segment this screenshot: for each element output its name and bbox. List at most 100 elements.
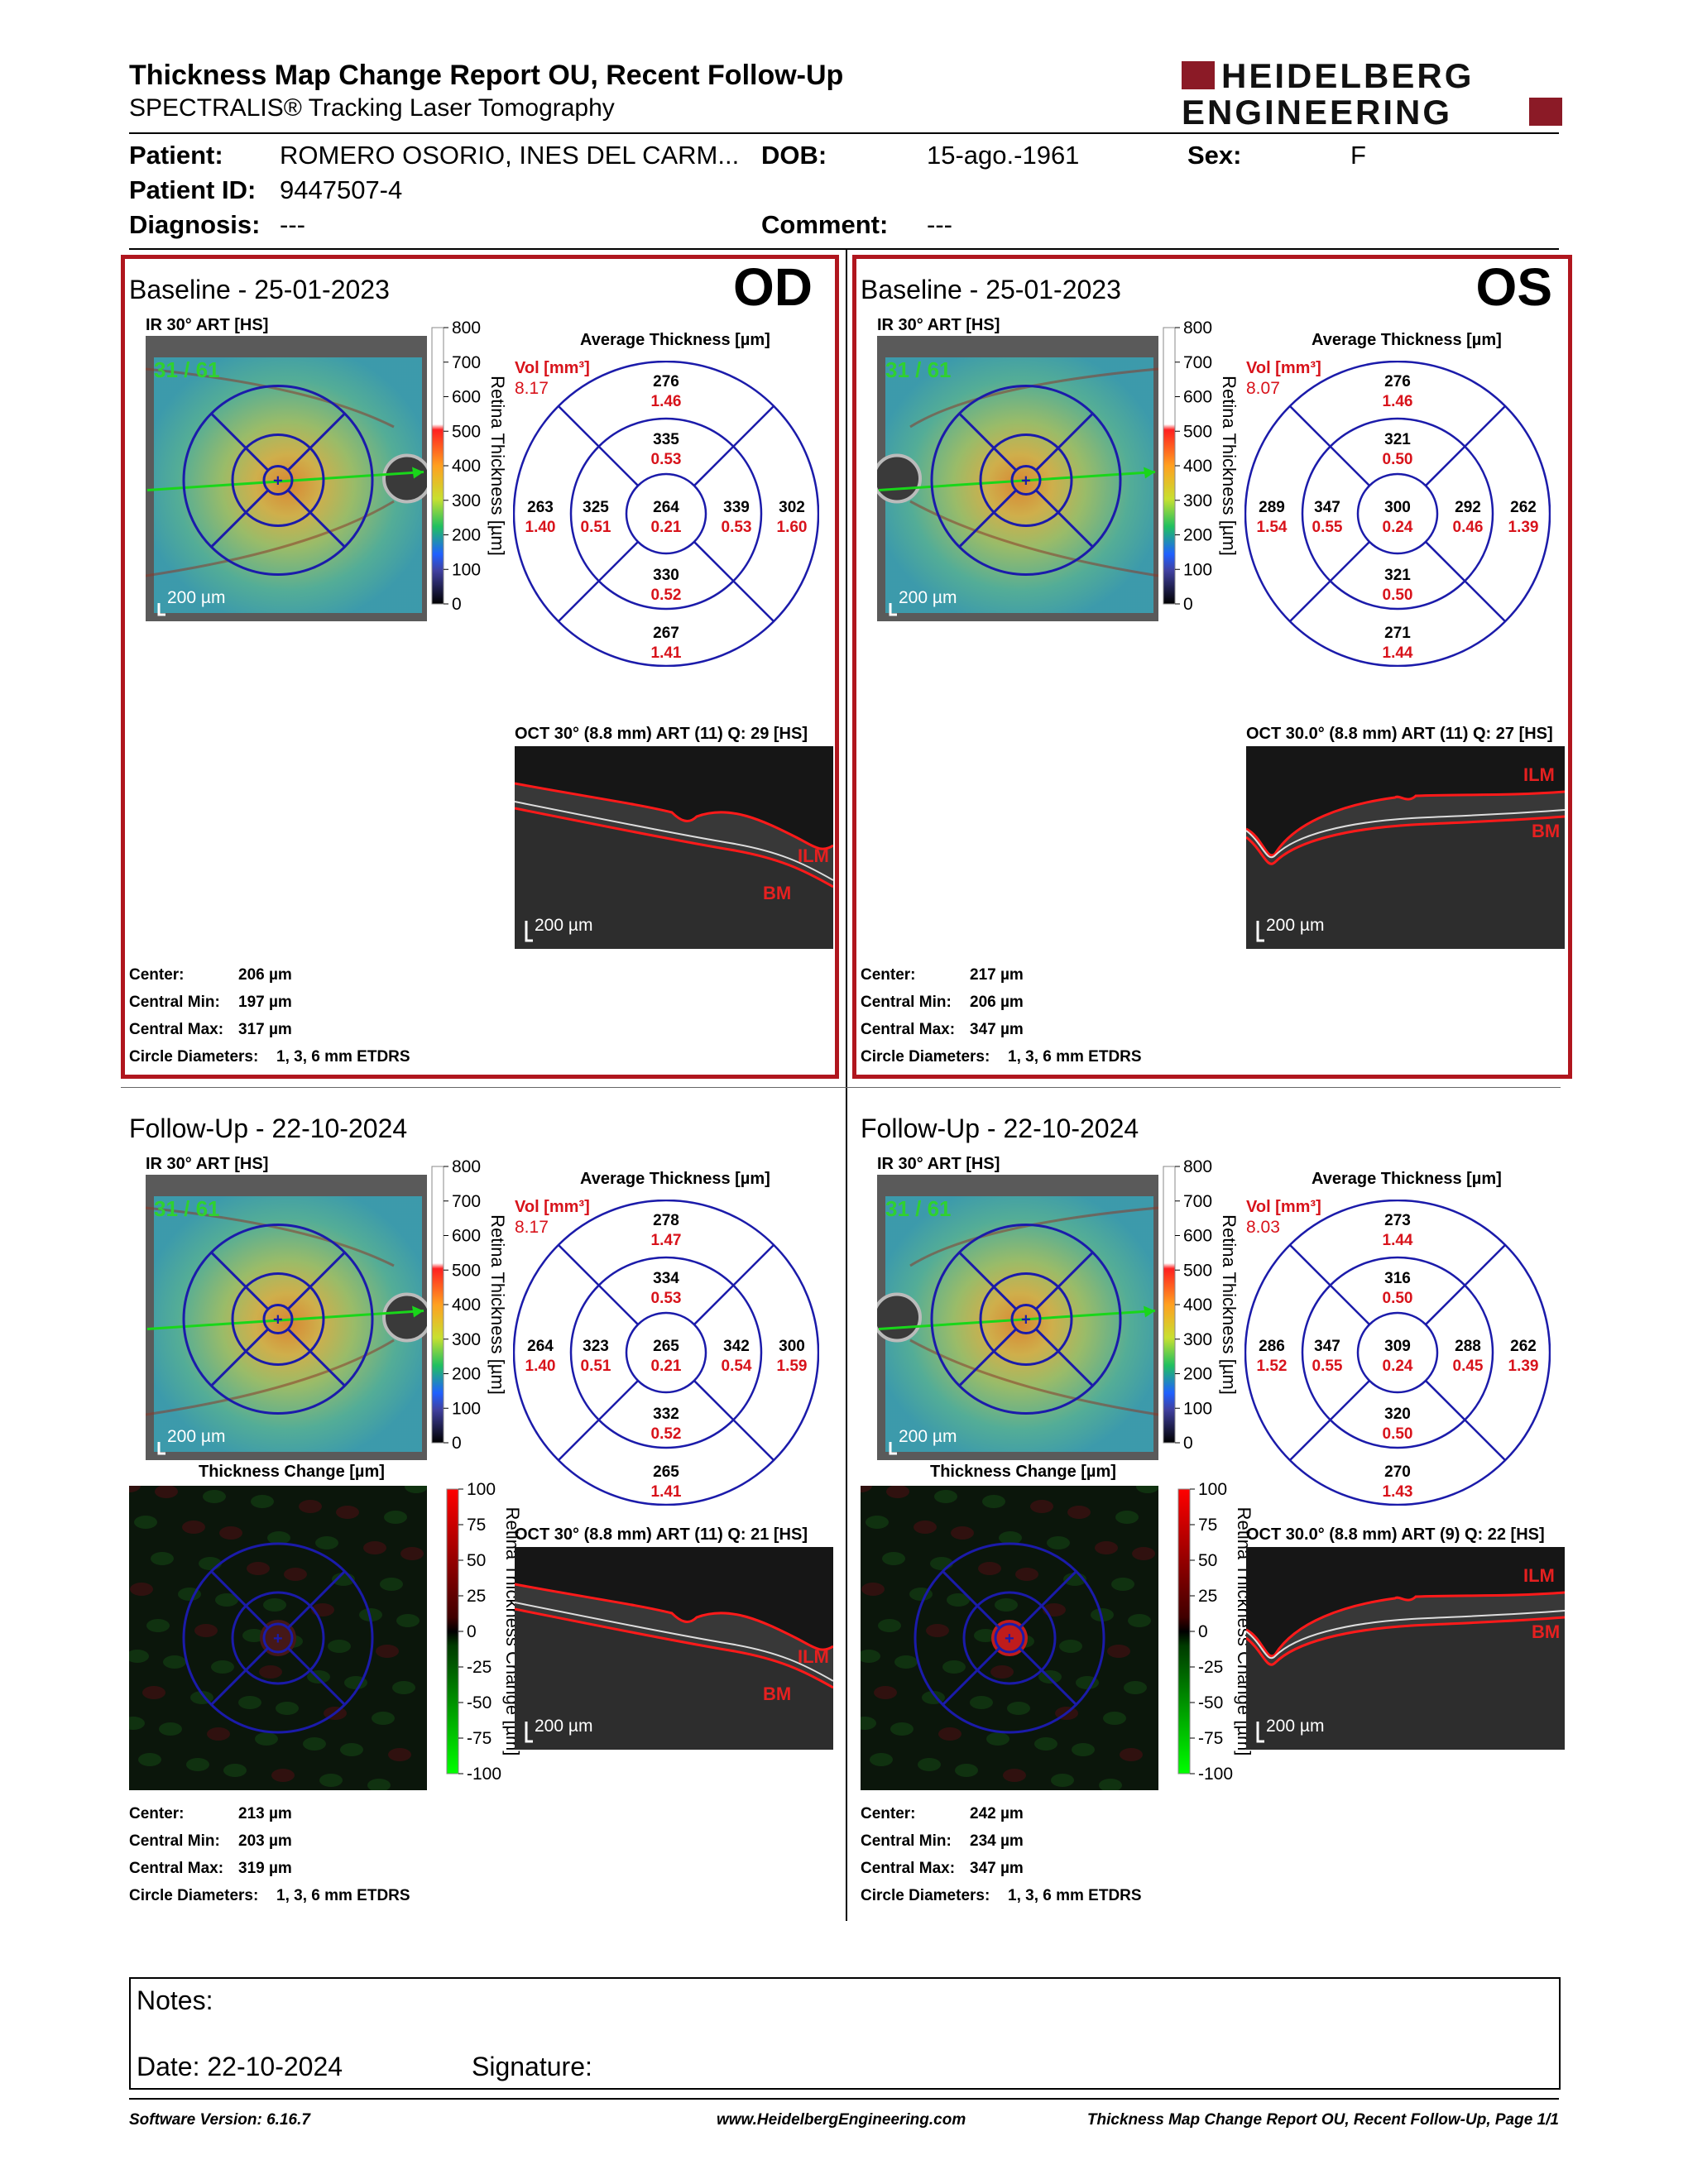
- scale-bar-label: 200 µm: [899, 1427, 957, 1446]
- central-min-value: 203 µm: [238, 1832, 292, 1850]
- od-baseline-frame: [121, 255, 839, 1079]
- vol-label: Vol [mm³]: [515, 1198, 590, 1216]
- sector-thickness: 264: [527, 1338, 554, 1355]
- scale-tick: -100: [467, 1765, 501, 1784]
- comment-label: Comment:: [761, 210, 889, 239]
- scale-tick: 800: [452, 318, 481, 338]
- sector-thickness: 321: [1384, 567, 1411, 584]
- sector-thickness: 265: [653, 1463, 679, 1481]
- sector-thickness: 273: [1384, 1212, 1411, 1229]
- sector-volume: 1.39: [1508, 1358, 1539, 1375]
- scale-tick: 300: [1183, 1330, 1212, 1349]
- bm-label: BM: [1532, 821, 1560, 841]
- sector-thickness: 342: [723, 1338, 750, 1355]
- scale-tick: 75: [467, 1516, 486, 1535]
- sex-label: Sex:: [1187, 141, 1242, 170]
- heidelberg-logo: HEIDELBERG ENGINEERING: [1182, 56, 1562, 132]
- footer-page: Thickness Map Change Report OU, Recent F…: [1086, 2111, 1559, 2129]
- vol-label: Vol [mm³]: [515, 359, 590, 377]
- scale-tick: 50: [1198, 1551, 1217, 1570]
- logo-text-2: ENGINEERING: [1182, 93, 1452, 129]
- scale-tick: -75: [1198, 1729, 1223, 1748]
- sector-volume: 0.50: [1383, 1290, 1413, 1307]
- sector-thickness: 264: [653, 499, 679, 516]
- sector-volume: 1.43: [1383, 1483, 1413, 1501]
- scale-tick: 200: [1183, 526, 1212, 545]
- center-value: 213 µm: [238, 1805, 292, 1822]
- scale-tick: 25: [467, 1587, 486, 1606]
- sector-thickness: 300: [1384, 499, 1411, 516]
- scale-tick: 500: [1183, 1261, 1212, 1280]
- sector-thickness: 265: [653, 1338, 679, 1355]
- thickness-change-map: +: [129, 1486, 427, 1790]
- sector-volume: 0.55: [1312, 519, 1343, 536]
- sector-thickness: 332: [653, 1406, 679, 1423]
- ir-image-label: IR 30° ART [HS]: [877, 316, 1000, 334]
- scale-tick: 400: [1183, 457, 1212, 476]
- sector-volume: 1.46: [1383, 393, 1413, 410]
- central-min-label: Central Min:: [129, 1832, 220, 1850]
- ilm-label: ILM: [798, 845, 829, 866]
- scale-tick: 0: [1198, 1622, 1208, 1641]
- sector-volume: 1.54: [1257, 519, 1288, 536]
- sector-thickness: 292: [1455, 499, 1481, 516]
- sector-volume: 1.41: [651, 644, 682, 662]
- svg-text:+: +: [273, 1630, 283, 1648]
- central-max-value: 319 µm: [238, 1860, 292, 1877]
- dob-value: 15-ago.-1961: [927, 141, 1080, 170]
- scale-bar-label: 200 µm: [167, 588, 225, 607]
- date-label: Date: 22-10-2024: [137, 2052, 343, 2081]
- scale-tick: -50: [1198, 1693, 1223, 1712]
- scale-tick: -75: [467, 1729, 492, 1748]
- thickness-color-scale: 800 700 600 500 400 300 200 100 0 Retina Thicknes…: [1163, 1157, 1240, 1453]
- sector-volume: 1.44: [1383, 1232, 1413, 1249]
- etdrs-thickness-diagram: 300 0.24 321 0.50 321 0.50 347 0.55 292 0.46 276 1.…: [1244, 361, 1551, 667]
- sector-volume: 1.41: [651, 1483, 682, 1501]
- sector-volume: 0.51: [581, 519, 611, 536]
- thickness-map: 31 / 61 200 µm +: [146, 336, 427, 621]
- panel-title: Follow-Up - 22-10-2024: [129, 1114, 408, 1143]
- scale-tick: 100: [1183, 560, 1212, 579]
- scale-tick: 400: [452, 1296, 481, 1315]
- sector-volume: 1.40: [525, 519, 556, 536]
- center-label: Center:: [129, 966, 185, 984]
- sector-thickness: 323: [583, 1338, 609, 1355]
- sector-volume: 0.53: [722, 519, 752, 536]
- sector-thickness: 289: [1259, 499, 1285, 516]
- sector-thickness: 325: [583, 499, 609, 516]
- eye-label: OD: [733, 257, 813, 317]
- sector-thickness: 276: [1384, 373, 1411, 390]
- sector-volume: 0.55: [1312, 1358, 1343, 1375]
- circle-diameters-label: Circle Diameters:: [861, 1887, 990, 1904]
- sector-volume: 1.40: [525, 1358, 556, 1375]
- oct-bscan: ILM BM 200 µm: [1246, 1547, 1565, 1750]
- panel-title: Follow-Up - 22-10-2024: [861, 1114, 1139, 1143]
- scale-tick: 800: [1183, 318, 1212, 338]
- center-value: 206 µm: [238, 966, 292, 984]
- diagnosis-value: ---: [280, 210, 305, 239]
- scale-tick: 300: [452, 491, 481, 510]
- scale-bar-label: 200 µm: [535, 916, 592, 935]
- notes-label: Notes:: [137, 1985, 213, 2015]
- sector-thickness: 320: [1384, 1406, 1411, 1423]
- sector-volume: 1.52: [1257, 1358, 1288, 1375]
- circle-diameters-value: 1, 3, 6 mm ETDRS: [1008, 1887, 1142, 1904]
- sector-thickness: 262: [1510, 499, 1537, 516]
- central-max-label: Central Max:: [861, 1021, 956, 1038]
- average-thickness-label: Average Thickness [µm]: [1312, 1170, 1502, 1188]
- svg-text:+: +: [1021, 472, 1031, 491]
- scale-tick: 100: [467, 1480, 496, 1499]
- patient-label: Patient:: [129, 141, 223, 170]
- sector-volume: 0.46: [1453, 519, 1484, 536]
- sector-volume: 0.21: [651, 1358, 682, 1375]
- patient-id-label: Patient ID:: [129, 175, 257, 204]
- thickness-change-label: Thickness Change [µm]: [199, 1463, 385, 1481]
- sector-volume: 1.59: [777, 1358, 808, 1375]
- sector-volume: 0.24: [1383, 1358, 1413, 1375]
- sector-thickness: 330: [653, 567, 679, 584]
- ilm-label: ILM: [1523, 1565, 1555, 1586]
- oct-label: OCT 30.0° (8.8 mm) ART (11) Q: 27 [HS]: [1246, 725, 1553, 743]
- sector-volume: 0.53: [651, 451, 682, 468]
- total-volume: 8.17: [515, 379, 549, 398]
- scale-tick: 25: [1198, 1587, 1217, 1606]
